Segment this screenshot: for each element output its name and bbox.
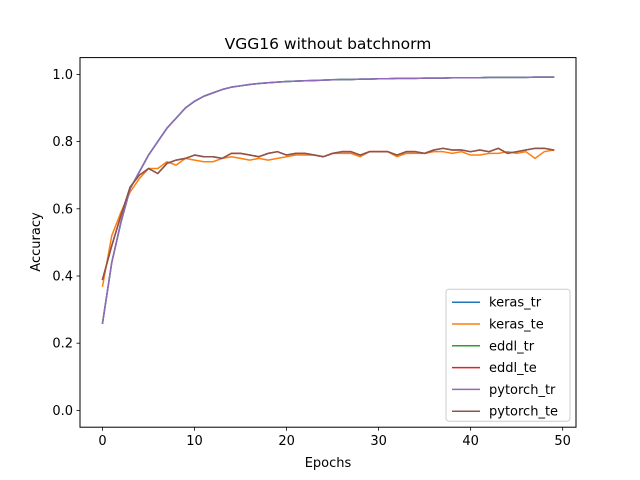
series-line-pytorch_tr [101, 76, 555, 324]
legend-label-keras_tr: keras_tr [489, 296, 542, 311]
x-tick-label: 40 [462, 434, 479, 449]
legend-label-pytorch_tr: pytorch_tr [489, 383, 556, 398]
series-line-pytorch_te [101, 147, 555, 281]
y-tick-label: 1.0 [52, 68, 73, 83]
legend-label-eddl_tr: eddl_tr [489, 339, 535, 354]
chart-title: VGG16 without batchnorm [225, 35, 432, 53]
legend-box [445, 288, 571, 422]
legend-label-eddl_te: eddl_te [489, 361, 537, 376]
x-tick-label: 0 [98, 434, 106, 449]
legend-label-pytorch_te: pytorch_te [489, 405, 558, 420]
x-tick-label: 10 [186, 434, 203, 449]
y-axis: 0.0 0.2 0.4 0.6 0.8 1.0 [52, 68, 80, 419]
legend-label-keras_te: keras_te [489, 318, 544, 333]
y-tick-label: 0.6 [52, 202, 73, 217]
y-tick-label: 0.2 [52, 337, 73, 352]
y-axis-label: Accuracy [29, 212, 44, 272]
x-tick-label: 20 [278, 434, 295, 449]
y-tick-label: 0.4 [52, 270, 73, 285]
plot-lines [101, 76, 555, 324]
plot-frame [79, 57, 577, 428]
x-axis-label: Epochs [305, 456, 352, 471]
y-tick-label: 0.8 [52, 135, 73, 150]
x-axis: 0 10 20 30 40 50 [98, 427, 571, 449]
legend: keras_tr keras_te eddl_tr eddl_te pytorch_tr… [445, 288, 571, 422]
x-tick-label: 30 [370, 434, 387, 449]
x-tick-label: 50 [554, 434, 571, 449]
y-tick-label: 0.0 [52, 404, 73, 419]
